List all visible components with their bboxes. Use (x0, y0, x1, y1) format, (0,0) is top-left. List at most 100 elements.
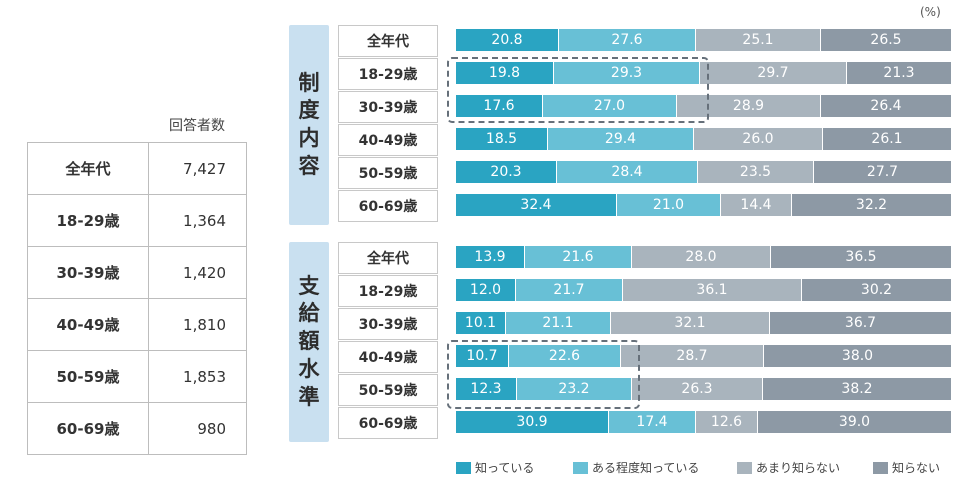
table-row: 60-69歳 980 (27, 402, 247, 455)
bar-segment: 28.0 (632, 246, 771, 268)
bar-row: 12.3 23.2 26.3 38.2 (456, 378, 952, 400)
bar-segment: 36.1 (623, 279, 802, 301)
respondents-age-label: 60-69歳 (27, 402, 149, 455)
bar-row: 10.1 21.1 32.1 36.7 (456, 312, 952, 334)
respondents-age-label: 50-59歳 (27, 350, 149, 403)
row-label: 60-69歳 (338, 190, 438, 222)
bar-segment: 28.4 (557, 161, 698, 183)
bar-row: 30.9 17.4 12.6 39.0 (456, 411, 952, 433)
row-label: 18-29歳 (338, 58, 438, 90)
bar-segment: 27.6 (559, 29, 696, 51)
bar-segment: 21.1 (506, 312, 611, 334)
section-title-char: 制 (298, 70, 320, 95)
bar-segment: 22.6 (509, 345, 621, 367)
bar-segment: 36.5 (771, 246, 952, 268)
bar-segment: 38.2 (763, 378, 952, 400)
row-label: 18-29歳 (338, 275, 438, 307)
bar-segment: 29.3 (554, 62, 700, 84)
bar-segment: 28.7 (621, 345, 764, 367)
bar-segment: 39.0 (758, 411, 952, 433)
bar-segment: 14.4 (721, 194, 792, 216)
bar-row: 32.4 21.0 14.4 32.2 (456, 194, 952, 216)
bar-row: 10.7 22.6 28.7 38.0 (456, 345, 952, 367)
respondents-count: 1,364 (148, 194, 247, 247)
bar-segment: 12.6 (696, 411, 758, 433)
legend-item: あまり知らない (737, 459, 840, 476)
section-label-shikyu: 支給額水準 (289, 242, 329, 442)
section-title-char: 水 (298, 356, 320, 381)
bar-row: 19.8 29.3 29.7 21.3 (456, 62, 952, 84)
bar-row: 18.5 29.4 26.0 26.1 (456, 128, 952, 150)
bar-segment: 26.3 (632, 378, 763, 400)
bar-row: 13.9 21.6 28.0 36.5 (456, 246, 952, 268)
highlight-box-shikyu (447, 340, 640, 409)
respondents-age-label: 全年代 (27, 142, 149, 195)
table-row: 40-49歳 1,810 (27, 298, 247, 351)
bar-row: 20.3 28.4 23.5 27.7 (456, 161, 952, 183)
section-title-char: 給 (298, 301, 320, 326)
respondents-age-label: 40-49歳 (27, 298, 149, 351)
bar-segment: 32.2 (792, 194, 952, 216)
row-label: 50-59歳 (338, 374, 438, 406)
respondents-age-label: 18-29歳 (27, 194, 149, 247)
bar-segment: 28.9 (677, 95, 821, 117)
bar-segment: 23.2 (517, 378, 632, 400)
bar-segment: 17.4 (609, 411, 696, 433)
row-label: 全年代 (338, 242, 438, 274)
bar-segment: 26.4 (821, 95, 952, 117)
bar-segment: 10.7 (456, 345, 509, 367)
bar-segment: 19.8 (456, 62, 554, 84)
legend-label: ある程度知っている (592, 461, 700, 475)
bar-segment: 29.7 (700, 62, 847, 84)
section-title-char: 内 (298, 126, 320, 150)
legend-item: ある程度知っている (573, 459, 699, 476)
bar-segment: 27.7 (814, 161, 952, 183)
row-label: 50-59歳 (338, 157, 438, 189)
legend-swatch (737, 461, 752, 474)
table-row: 全年代 7,427 (27, 142, 247, 195)
bar-segment: 21.7 (516, 279, 623, 301)
bar-segment: 26.5 (821, 29, 952, 51)
section-title-char: 容 (298, 153, 320, 178)
highlight-box-seido (447, 57, 709, 123)
section-title-char: 準 (298, 384, 320, 409)
bar-segment: 27.0 (543, 95, 677, 117)
bar-segment: 18.5 (456, 128, 548, 150)
bar-segment: 23.5 (698, 161, 814, 183)
bar-row: 17.6 27.0 28.9 26.4 (456, 95, 952, 117)
respondents-count: 1,853 (148, 350, 247, 403)
legend-item: 知らない (873, 459, 940, 476)
row-label: 30-39歳 (338, 308, 438, 340)
legend-swatch (873, 461, 888, 474)
bar-segment: 25.1 (696, 29, 821, 51)
bar-segment: 26.0 (694, 128, 823, 150)
bar-segment: 20.8 (456, 29, 559, 51)
row-label: 全年代 (338, 25, 438, 57)
respondents-table: 全年代 7,427 18-29歳 1,364 30-39歳 1,420 40-4… (27, 142, 247, 455)
bar-segment: 20.3 (456, 161, 557, 183)
bar-segment: 32.4 (456, 194, 617, 216)
respondents-count: 1,420 (148, 246, 247, 299)
row-label: 60-69歳 (338, 407, 438, 439)
respondents-count: 980 (148, 402, 247, 455)
bar-segment: 29.4 (548, 128, 694, 150)
bar-segment: 13.9 (456, 246, 525, 268)
bar-segment: 30.2 (802, 279, 952, 301)
section-label-seido: 制度内容 (289, 25, 329, 225)
legend-item: 知っている (456, 459, 534, 476)
section-title-char: 額 (298, 329, 320, 354)
bar-segment: 26.1 (823, 128, 952, 150)
bar-segment: 17.6 (456, 95, 543, 117)
bar-segment: 32.1 (611, 312, 770, 334)
table-row: 18-29歳 1,364 (27, 194, 247, 247)
bar-segment: 38.0 (764, 345, 952, 367)
table-row: 50-59歳 1,853 (27, 350, 247, 403)
legend-swatch (573, 461, 588, 474)
row-label: 40-49歳 (338, 341, 438, 373)
legend-label: あまり知らない (756, 461, 841, 475)
bar-segment: 12.3 (456, 378, 517, 400)
section-title-char: 度 (298, 98, 320, 123)
row-label: 30-39歳 (338, 91, 438, 123)
respondents-header: 回答者数 (169, 118, 225, 134)
bar-segment: 36.7 (770, 312, 952, 334)
